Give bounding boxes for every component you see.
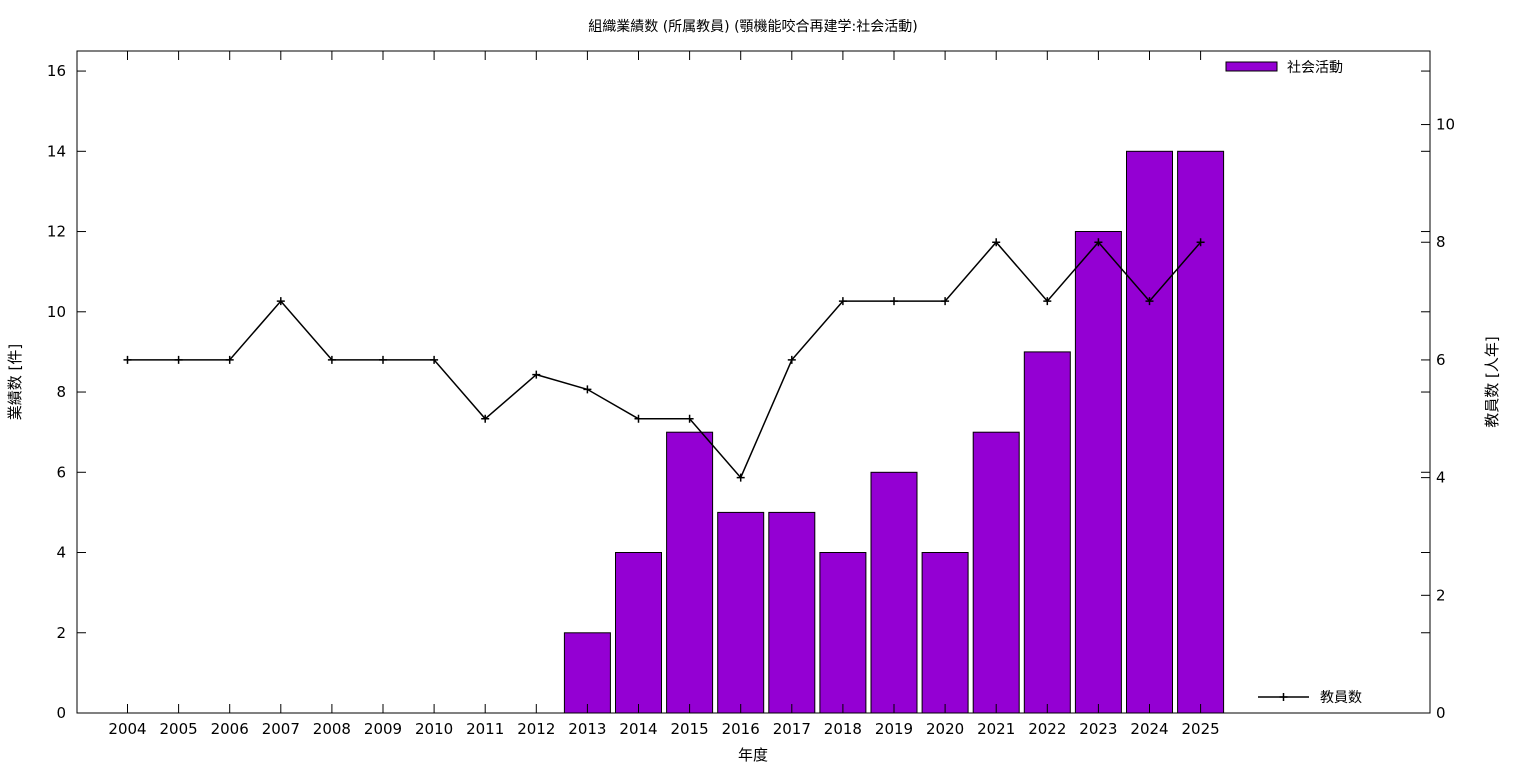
bar-2024 — [1126, 150, 1173, 714]
bar-2025 — [1177, 150, 1225, 714]
bar-2015 — [666, 431, 714, 714]
legend-line-marker — [1279, 693, 1288, 701]
bar-2022 — [1023, 351, 1071, 714]
bar-2023 — [1074, 231, 1122, 714]
x-tick-label: 2004 — [108, 720, 146, 738]
y-right-tick-label: 2 — [1436, 586, 1446, 604]
x-tick-label: 2011 — [466, 720, 504, 738]
x-tick-label: 2009 — [364, 720, 402, 738]
x-tick-label: 2016 — [722, 720, 760, 738]
line-point-2019 — [890, 297, 898, 306]
line-point-2014 — [634, 414, 643, 423]
chart-title: 組織業績数 (所属教員) (顎機能咬合再建学:社会活動) — [588, 18, 917, 35]
y-left-tick-label: 0 — [56, 704, 66, 722]
x-tick-label: 2019 — [875, 720, 913, 738]
line-point-2013 — [583, 385, 592, 394]
y-right-tick-label: 0 — [1436, 704, 1446, 722]
x-tick-label: 2018 — [824, 720, 862, 738]
x-tick-label: 2014 — [619, 720, 657, 738]
bar-2017 — [768, 511, 816, 714]
y-left-tick-label: 8 — [56, 383, 66, 401]
x-tick-label: 2020 — [926, 720, 964, 738]
x-tick-label: 2005 — [160, 720, 198, 738]
line-point-2022 — [1043, 297, 1052, 306]
line-point-2020 — [941, 297, 950, 306]
x-tick-label: 2012 — [517, 720, 555, 738]
x-tick-label: 2013 — [568, 720, 606, 738]
x-tick-label: 2022 — [1028, 720, 1066, 738]
x-tick-label: 2025 — [1182, 720, 1220, 738]
line-point-2008 — [327, 355, 336, 364]
bar-2019 — [870, 471, 918, 714]
line-point-2004 — [123, 355, 132, 364]
line-point-2018 — [838, 297, 847, 306]
x-tick-label: 2006 — [211, 720, 249, 738]
line-point-2025 — [1196, 238, 1205, 247]
y-left-tick-label: 16 — [47, 62, 66, 80]
line-point-2023 — [1094, 238, 1103, 247]
y-right-tick-label: 8 — [1436, 233, 1446, 251]
y-axis-left: 0 2 4 6 8 10 12 14 16 — [47, 62, 1430, 722]
bar-2013 — [563, 632, 611, 714]
legend-bar-label: 社会活動 — [1287, 60, 1343, 76]
y-left-tick-label: 2 — [56, 624, 66, 642]
line-point-2024 — [1145, 297, 1154, 306]
x-tick-label: 2023 — [1079, 720, 1117, 738]
y-axis-right-label: 教員数 [人年] — [1483, 336, 1501, 427]
legend-bar-entry: 社会活動 — [1225, 60, 1343, 76]
y-right-tick-label: 6 — [1436, 351, 1446, 369]
legend-line-label: 教員数 — [1320, 690, 1362, 706]
y-left-tick-label: 10 — [47, 303, 66, 321]
line-point-2015 — [685, 414, 694, 423]
x-tick-label: 2024 — [1130, 720, 1168, 738]
legend-line-entry: 教員数 — [1258, 690, 1362, 706]
line-point-2021 — [992, 238, 1001, 247]
bar-2020 — [921, 552, 969, 714]
line-path — [127, 241, 1202, 479]
y-left-tick-label: 14 — [47, 142, 66, 160]
y-axis-right: 0 2 4 6 8 10 — [1421, 116, 1455, 722]
x-tick-label: 2007 — [262, 720, 300, 738]
y-right-tick-label: 10 — [1436, 116, 1455, 134]
line-point-2009 — [379, 355, 387, 364]
y-axis-left-label: 業績数 [件] — [6, 344, 24, 420]
line-point-2017 — [787, 355, 796, 364]
y-left-tick-label: 12 — [47, 223, 66, 241]
line-point-2011 — [481, 414, 490, 423]
plot-frame — [76, 50, 1431, 714]
bar-2021 — [972, 431, 1020, 714]
y-left-tick-label: 4 — [56, 544, 66, 562]
line-series — [123, 238, 1205, 482]
x-axis-label: 年度 — [738, 746, 768, 764]
line-point-2012 — [532, 370, 541, 379]
x-axis: 2004 2005 2006 2007 2008 2009 2010 2011 2012 2013… — [108, 51, 1220, 738]
y-left-tick-label: 6 — [56, 463, 66, 481]
x-tick-label: 2021 — [977, 720, 1015, 738]
x-tick-label: 2015 — [671, 720, 709, 738]
bar-2016 — [717, 511, 765, 714]
x-tick-label: 2010 — [415, 720, 453, 738]
x-tick-label: 2017 — [773, 720, 811, 738]
line-point-2005 — [174, 355, 183, 364]
y-right-tick-label: 4 — [1436, 469, 1446, 487]
line-point-2006 — [225, 355, 234, 364]
bar-2018 — [819, 552, 867, 714]
line-point-2010 — [430, 355, 439, 364]
bar-2014 — [615, 552, 662, 714]
legend-bar-swatch — [1225, 61, 1278, 72]
line-point-2007 — [276, 297, 285, 306]
line-point-2016 — [736, 473, 745, 482]
bar-series — [563, 150, 1225, 714]
x-tick-label: 2008 — [313, 720, 351, 738]
